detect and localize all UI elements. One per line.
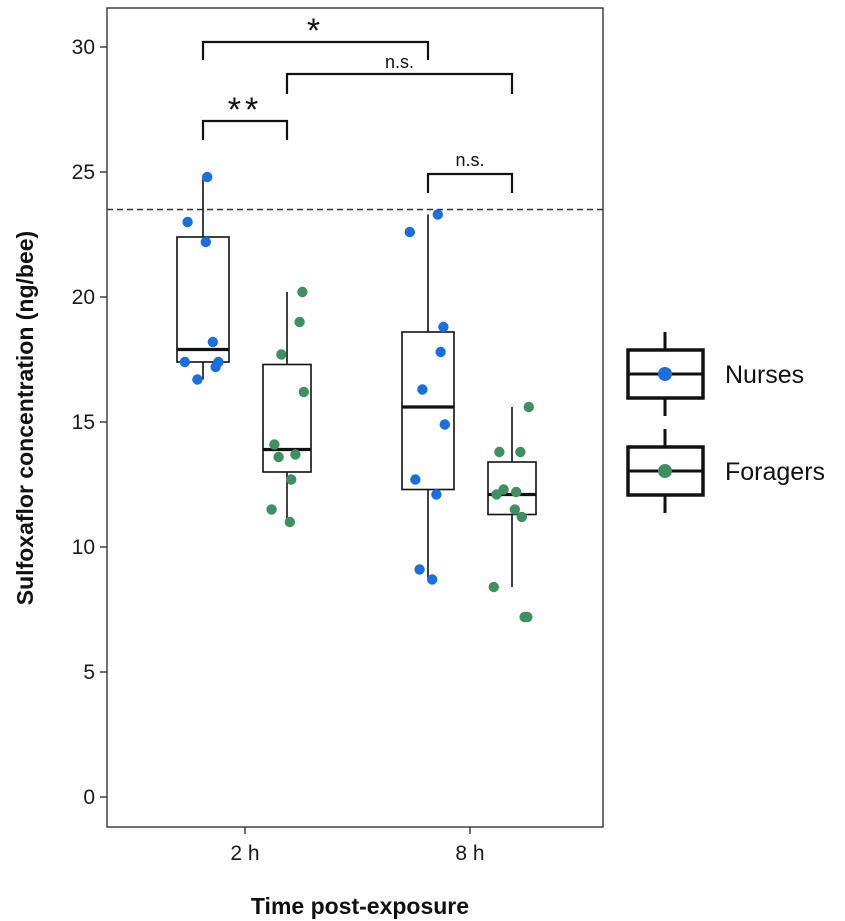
x-axis-title: Time post-exposure [251,893,469,919]
y-tick-label: 20 [72,286,95,309]
data-point-nurses [207,336,218,348]
significance-label: ** [228,91,262,129]
data-point-foragers [294,316,305,328]
data-point-nurses [435,346,446,358]
legend-marker [658,367,672,381]
data-point-nurses [432,209,443,220]
data-point-foragers [273,451,284,463]
x-tick-label: 2 h [230,842,259,865]
significance-label: * [307,12,324,50]
point-layer [179,171,534,623]
box-body [262,363,312,473]
data-point-foragers [266,504,277,515]
bracket-line [201,119,289,140]
data-point-foragers [284,516,295,528]
data-point-foragers [298,386,309,398]
x-tick-label: 8 h [455,842,484,865]
data-point-nurses [202,171,213,183]
data-point-foragers [509,504,520,515]
legend-label: Foragers [725,458,825,486]
data-point-nurses [200,236,211,248]
data-point-nurses [427,574,438,585]
significance-label: n.s. [455,150,484,170]
significance-label: n.s. [385,52,414,72]
significance-bracket: n.s. [426,150,514,193]
bracket-line [426,172,514,193]
data-point-foragers [494,446,505,458]
data-point-foragers [523,401,534,413]
box-foragers-2h [262,292,312,520]
data-point-foragers [269,439,280,450]
legend-item-nurses: Nurses [626,332,804,416]
data-point-foragers [516,511,527,523]
data-point-nurses [414,564,425,575]
significance-bracket: * [201,12,430,60]
y-tick-label: 0 [83,786,95,809]
box-nurses-8h [401,214,455,580]
box-body [176,236,230,363]
data-point-foragers [286,474,297,485]
bracket-line [285,72,514,94]
data-point-nurses [431,489,442,500]
y-tick-label: 30 [72,36,95,59]
data-point-nurses [438,321,449,333]
data-point-nurses [182,216,193,228]
axis-layer: 0 5 10 15 20 25 30 2 h 8 h Time post-exposure Sulf… [12,7,604,919]
y-tick-label: 15 [72,411,95,434]
significance-bracket: n.s. [285,52,514,94]
legend: Nurses Foragers [626,332,825,513]
data-point-nurses [210,361,221,373]
box-body [401,331,455,491]
legend-marker [658,464,672,478]
box-layer [176,177,537,587]
data-point-nurses [179,356,190,368]
y-tick-label: 25 [72,161,95,184]
box-nurses-2h [176,177,230,380]
data-point-foragers [297,286,308,298]
significance-layer: * n.s. ** n.s. [201,12,514,193]
legend-item-foragers: Foragers [626,429,825,513]
data-point-nurses [410,474,421,485]
data-point-nurses [439,419,450,430]
y-tick-label: 10 [72,536,95,559]
data-point-foragers [276,349,287,360]
data-point-foragers [491,489,502,500]
data-point-nurses [404,226,415,238]
plot-frame [106,7,604,828]
data-point-foragers [290,449,301,460]
y-axis-title: Sulfoxaflor concentration (ng/bee) [12,231,38,605]
data-point-nurses [192,374,203,385]
legend-label: Nurses [725,361,804,389]
data-point-foragers [511,486,522,498]
significance-bracket: ** [201,91,289,140]
bracket-line [201,40,430,60]
data-point-foragers [488,581,499,593]
data-point-foragers [519,611,530,623]
y-tick-label: 5 [83,661,95,684]
data-point-foragers [515,446,526,458]
data-point-nurses [417,384,428,395]
